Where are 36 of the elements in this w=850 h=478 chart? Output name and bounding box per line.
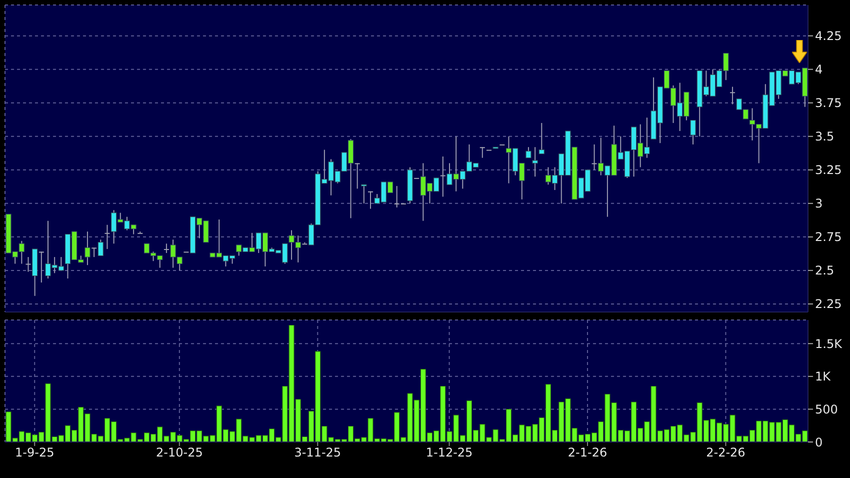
y-tick-label: 2.25 — [815, 297, 842, 312]
y-tick-label: 0 — [815, 435, 823, 450]
candlestick — [26, 256, 31, 272]
x-tick-label: 2-10-25 — [156, 446, 203, 460]
candlestick — [92, 247, 97, 258]
candlestick — [38, 251, 44, 284]
candlestick — [592, 144, 597, 170]
y-tick-label: 4.25 — [815, 29, 842, 44]
candlestick — [538, 122, 544, 154]
y-tick-label: 2.5 — [815, 264, 834, 278]
candlestick — [526, 146, 532, 158]
candlestick — [164, 243, 169, 254]
candlestick — [690, 120, 696, 145]
x-tick-label: 3-11-25 — [294, 446, 342, 460]
candlestick — [361, 184, 367, 204]
candlestick — [532, 146, 538, 178]
candlestick — [368, 190, 374, 210]
y-tick-label: 1.5K — [815, 336, 844, 351]
y-tick-label: 2.75 — [815, 230, 842, 244]
candlestick — [440, 156, 446, 198]
x-tick-label: 1-12-25 — [426, 446, 473, 460]
candlestick — [354, 162, 360, 190]
x-tick-label: 2-1-26 — [568, 446, 608, 460]
y-tick-label: 500 — [815, 402, 838, 416]
candlestick — [480, 146, 485, 158]
y-tick-label: 3.5 — [815, 130, 834, 144]
candlestick — [104, 224, 110, 250]
x-tick-label: 1-9-25 — [15, 446, 54, 460]
x-tick-label: 2-2-26 — [706, 446, 746, 460]
y-tick-label: 4 — [815, 62, 823, 77]
candlestick — [138, 231, 143, 234]
y-tick-label: 3 — [815, 196, 823, 211]
y-tick-label: 1K — [815, 370, 832, 384]
candlestick — [730, 86, 736, 105]
y-tick-label: 3.75 — [815, 96, 842, 110]
y-tick-label: 3.25 — [815, 163, 842, 178]
